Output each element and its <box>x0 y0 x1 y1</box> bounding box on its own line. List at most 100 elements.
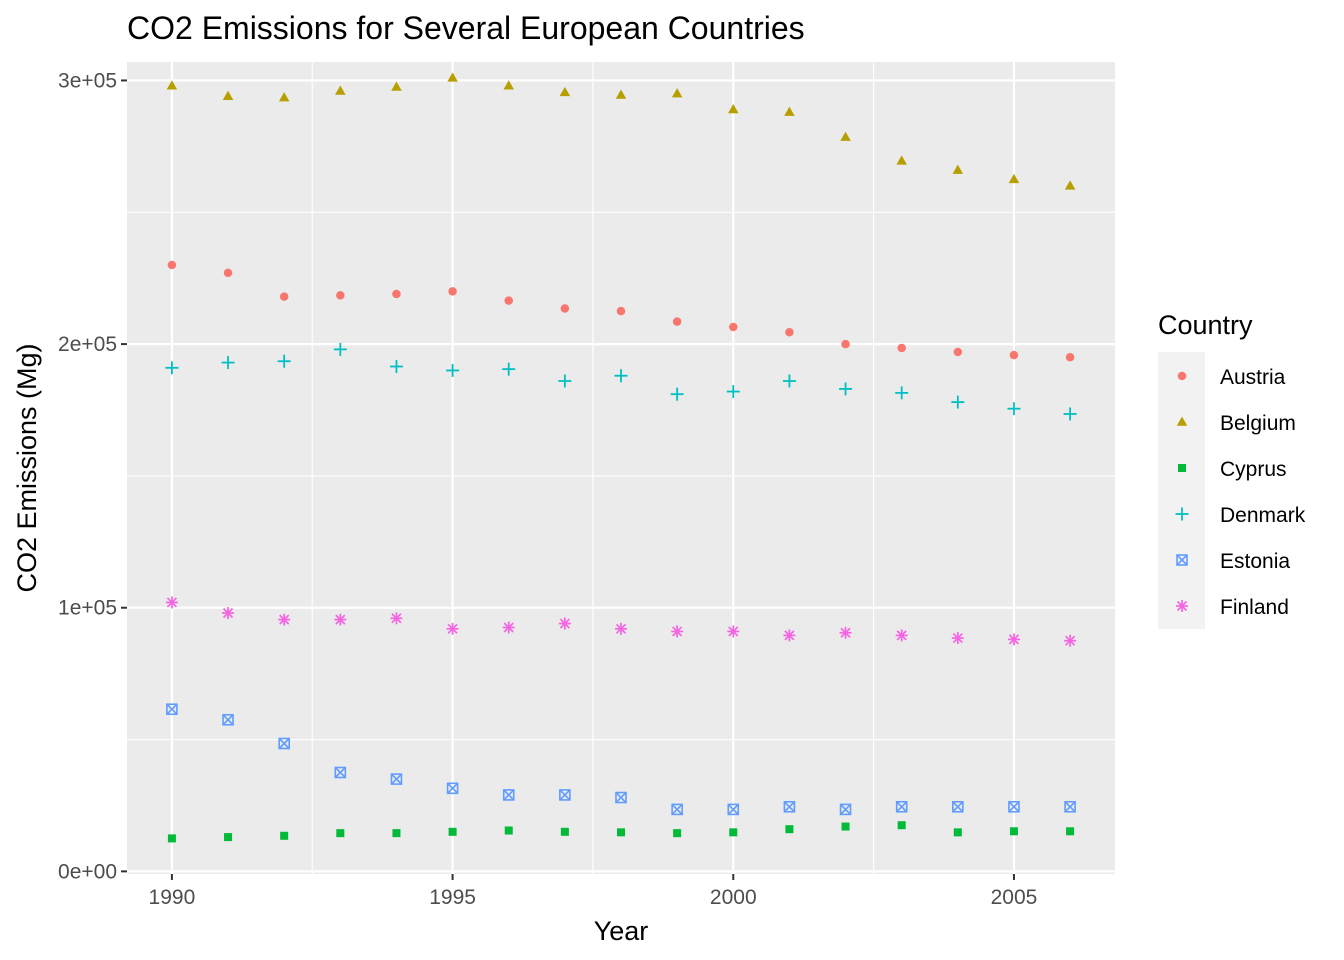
point-austria <box>279 292 289 301</box>
legend-label: Denmark <box>1220 504 1306 527</box>
point-estonia <box>727 803 740 816</box>
y-axis-title: CO2 Emissions (Mg) <box>12 343 42 592</box>
point-denmark <box>1007 402 1021 416</box>
point-cyprus <box>729 828 738 837</box>
point-belgium <box>447 72 458 82</box>
point-finland <box>615 622 627 635</box>
point-denmark <box>277 354 291 368</box>
point-estonia <box>559 789 571 801</box>
point-finland <box>446 622 459 635</box>
point-belgium <box>728 103 739 114</box>
point-estonia <box>783 800 796 813</box>
legend-key-estonia <box>1176 554 1188 566</box>
point-austria <box>1065 353 1075 362</box>
point-belgium <box>1008 173 1020 184</box>
point-austria <box>167 260 177 270</box>
point-denmark <box>333 342 347 356</box>
legend-label: Finland <box>1220 596 1289 619</box>
point-belgium <box>896 155 907 165</box>
y-tick-label: 0e+00 <box>58 860 117 883</box>
y-tick-label: 1e+05 <box>58 597 117 620</box>
legend-title: Country <box>1158 310 1253 340</box>
point-austria <box>392 289 401 299</box>
point-estonia <box>166 703 178 716</box>
point-finland <box>502 621 515 634</box>
point-estonia <box>952 800 964 813</box>
point-austria <box>897 343 906 353</box>
point-finland <box>1064 634 1077 647</box>
point-cyprus <box>167 834 176 843</box>
point-austria <box>729 322 738 332</box>
point-denmark <box>839 382 853 396</box>
point-belgium <box>615 89 627 99</box>
point-cyprus <box>1066 827 1075 836</box>
point-estonia <box>615 791 627 804</box>
legend: Country Austria Belgium Cyprus Denmark Eston… <box>1158 310 1306 629</box>
legend-label: Belgium <box>1220 412 1296 435</box>
point-finland <box>671 625 684 638</box>
legend-key-cyprus <box>1178 464 1186 472</box>
point-finland <box>165 596 178 609</box>
point-belgium <box>840 131 851 141</box>
point-estonia <box>390 773 403 785</box>
point-estonia <box>502 789 515 801</box>
point-belgium <box>222 90 234 101</box>
point-belgium <box>559 86 571 97</box>
point-denmark <box>782 374 796 388</box>
point-cyprus <box>617 828 625 837</box>
point-finland <box>558 617 571 630</box>
point-austria <box>616 306 626 316</box>
point-belgium <box>166 80 178 90</box>
point-finland <box>895 629 908 642</box>
x-tick-label: 1995 <box>429 886 476 909</box>
legend-key-belgium <box>1176 416 1188 426</box>
point-estonia <box>334 766 347 779</box>
point-austria <box>448 287 457 296</box>
point-denmark <box>726 385 740 399</box>
point-estonia <box>895 800 908 813</box>
data-points <box>165 72 1077 843</box>
legend-label: Estonia <box>1220 550 1290 573</box>
point-belgium <box>1064 180 1076 190</box>
point-cyprus <box>392 829 401 838</box>
point-denmark <box>614 369 628 383</box>
point-finland <box>278 613 291 626</box>
point-estonia <box>839 803 852 816</box>
point-denmark <box>389 360 403 373</box>
chart-title: CO2 Emissions for Several European Count… <box>127 10 805 46</box>
point-cyprus <box>1009 827 1018 836</box>
point-cyprus <box>953 828 962 837</box>
point-denmark <box>446 363 460 377</box>
axes: 1990 1995 2000 2005 0e+00 1e+05 2e+05 3e+05 <box>58 69 1037 909</box>
point-cyprus <box>504 826 513 835</box>
point-austria <box>672 317 682 326</box>
y-tick-label: 3e+05 <box>58 69 117 92</box>
point-denmark <box>895 386 909 400</box>
legend-label: Austria <box>1220 366 1286 389</box>
x-tick-label: 1990 <box>149 886 196 909</box>
grid-lines <box>127 62 1115 874</box>
x-tick-label: 2000 <box>710 886 757 909</box>
point-denmark <box>1063 407 1077 421</box>
point-austria <box>953 347 963 357</box>
point-austria <box>841 339 850 349</box>
point-belgium <box>784 106 795 116</box>
point-estonia <box>222 713 234 726</box>
legend-key-austria <box>1177 371 1187 381</box>
point-cyprus <box>224 833 233 842</box>
point-austria <box>504 296 513 305</box>
point-estonia <box>278 737 290 750</box>
point-finland <box>222 607 235 619</box>
point-denmark <box>502 362 516 376</box>
point-belgium <box>335 85 346 95</box>
point-cyprus <box>336 829 345 838</box>
point-finland <box>334 613 347 626</box>
point-denmark <box>165 361 179 375</box>
point-denmark <box>670 387 684 401</box>
plot-panel <box>127 62 1115 874</box>
point-denmark <box>951 395 965 409</box>
legend-key-denmark <box>1175 507 1189 521</box>
point-denmark <box>221 356 235 370</box>
point-cyprus <box>280 831 289 840</box>
